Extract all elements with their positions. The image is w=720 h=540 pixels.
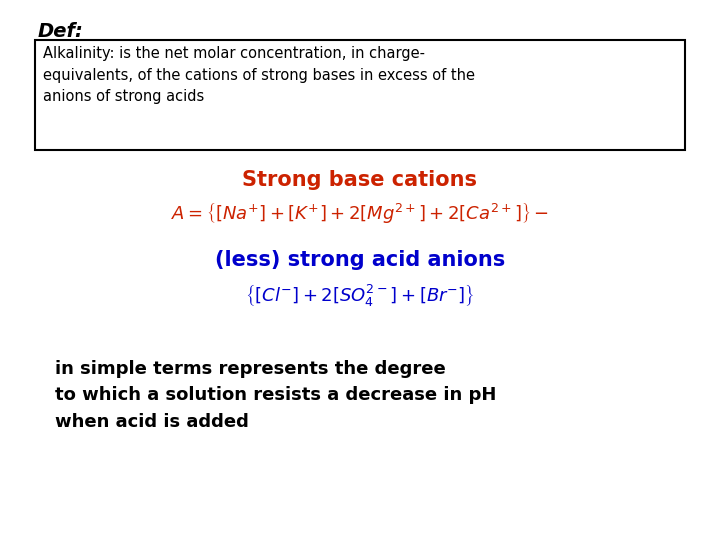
- Text: $A = \left\{[Na^{+}]+[K^{+}]+2[Mg^{2+}]+2[Ca^{2+}]\right\}-$: $A = \left\{[Na^{+}]+[K^{+}]+2[Mg^{2+}]+…: [171, 200, 549, 225]
- Text: Alkalinity: is the net molar concentration, in charge-
equivalents, of the catio: Alkalinity: is the net molar concentrati…: [43, 46, 475, 104]
- Text: $\left\{[Cl^{-}]+2[SO_{4}^{2-}]+[Br^{-}]\right\}$: $\left\{[Cl^{-}]+2[SO_{4}^{2-}]+[Br^{-}]…: [246, 282, 474, 308]
- Text: Def:: Def:: [38, 22, 84, 41]
- Bar: [35, 40, 685, 150]
- Text: in simple terms represents the degree
to which a solution resists a decrease in : in simple terms represents the degree to…: [55, 360, 496, 431]
- Text: Strong base cations: Strong base cations: [243, 170, 477, 190]
- Text: (less) strong acid anions: (less) strong acid anions: [215, 250, 505, 270]
